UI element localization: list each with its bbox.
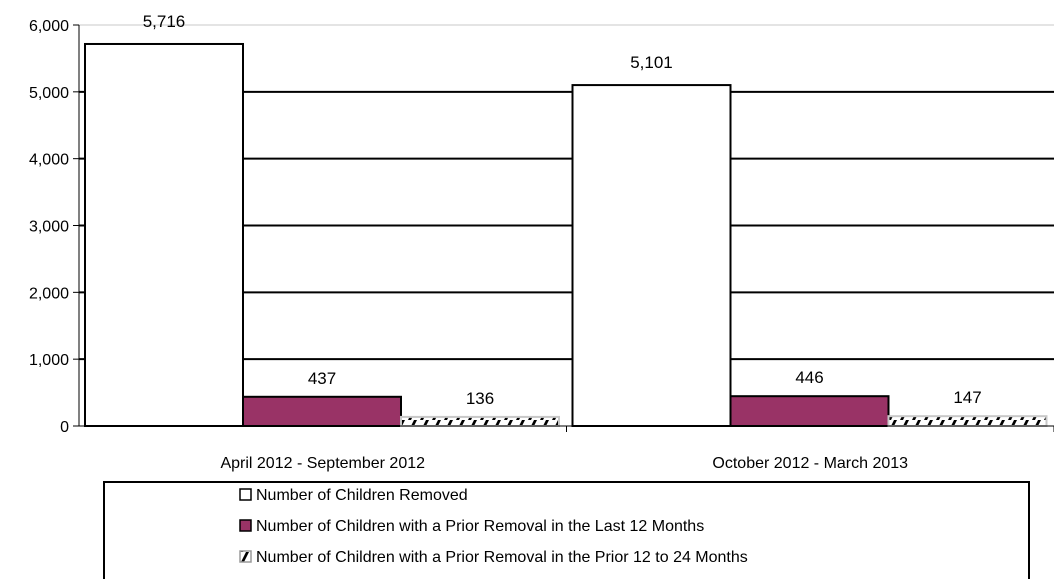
- legend-swatch: [239, 488, 252, 501]
- bar: [242, 395, 402, 427]
- y-tick-label: 4,000: [29, 152, 69, 169]
- bar: [400, 415, 560, 428]
- axes: 0 1,000 2,000 3,000 4,000 5,000 6,000 April 201…: [29, 18, 1054, 472]
- data-labels: 5,716 437 136 5,101 446 147: [143, 12, 982, 408]
- x-tick-label: April 2012 - September 2012: [220, 455, 425, 472]
- bar: [887, 415, 1048, 428]
- legend-swatch: [239, 550, 252, 563]
- bar: [729, 395, 890, 427]
- data-label: 5,716: [143, 12, 186, 31]
- legend-swatch: [239, 519, 252, 532]
- legend-entry: Number of Children Removed: [256, 487, 468, 504]
- legend-entry: Number of Children with a Prior Removal …: [256, 518, 704, 535]
- data-label: 437: [308, 369, 336, 388]
- y-tick-label: 3,000: [29, 219, 69, 236]
- bar: [84, 42, 244, 428]
- bar: [571, 84, 732, 428]
- legend-entry: Number of Children with a Prior Removal …: [256, 549, 748, 566]
- y-tick-label: 2,000: [29, 285, 69, 302]
- data-label: 5,101: [630, 53, 673, 72]
- y-tick-label: 0: [60, 419, 69, 436]
- legend-box: [103, 481, 1030, 579]
- y-tick-label: 1,000: [29, 352, 69, 369]
- bars: [84, 42, 1048, 428]
- y-tick-label: 5,000: [29, 85, 69, 102]
- legend: Number of Children Removed Number of Chil…: [103, 481, 1030, 579]
- data-label: 136: [466, 389, 494, 408]
- data-label: 147: [953, 388, 981, 407]
- y-tick-label: 6,000: [29, 18, 69, 35]
- data-label: 446: [795, 368, 823, 387]
- x-tick-label: October 2012 - March 2013: [712, 455, 908, 472]
